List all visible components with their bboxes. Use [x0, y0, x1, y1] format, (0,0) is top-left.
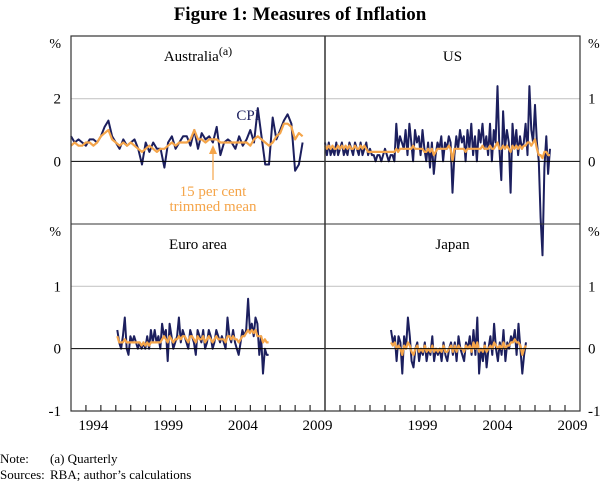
panel-bottom-left: -1 0 1% Euro area 1994 1999 2004 2009	[49, 225, 333, 434]
title-superscript: (a)	[219, 44, 232, 58]
trimmed-mean-label: 15 per cent	[180, 184, 247, 200]
trimmed-mean-label: trimmed mean	[169, 199, 257, 215]
figure-title: Figure 1: Measures of Inflation	[173, 4, 427, 25]
annotation-arrowhead	[209, 145, 217, 154]
y-tick-label: 0	[588, 154, 596, 170]
cpi-line	[324, 85, 551, 257]
panel-title: Japan	[435, 237, 470, 253]
sources-text: RBA; author’s calculations	[50, 467, 192, 482]
y-tick-label: 0	[588, 342, 596, 358]
x-tick-label: 2004	[483, 418, 514, 434]
panel-title: Euro area	[169, 237, 227, 253]
unit-label: %	[49, 225, 61, 240]
sources-label: Sources:	[0, 467, 45, 482]
x-tick-label: 1999	[408, 418, 438, 434]
x-tick-label: 2009	[303, 418, 333, 434]
y-tick-label: 1	[588, 279, 596, 295]
y-tick-label: 0	[54, 342, 62, 358]
y-tick-label: 2	[54, 92, 62, 108]
note-line: Note: (a) Quarterly	[0, 451, 118, 467]
y-tick-label: 1	[54, 279, 62, 295]
y-tick-label: -1	[49, 404, 62, 420]
unit-label: %	[588, 225, 600, 240]
note-label: Note:	[0, 451, 29, 466]
x-tick-label: 1999	[153, 418, 183, 434]
x-tick-label: 2004	[228, 418, 259, 434]
trimmed-mean-line	[390, 338, 527, 356]
cpi-line	[390, 316, 527, 375]
note-text: (a) Quarterly	[50, 451, 118, 466]
cpi-line	[70, 107, 304, 172]
panel-title: Australia(a)	[164, 44, 232, 65]
panel-title: US	[443, 49, 462, 65]
trimmed-mean-line	[324, 138, 550, 163]
x-tick-label: 1994	[78, 418, 109, 434]
unit-label: %	[588, 37, 600, 52]
unit-label: %	[49, 37, 61, 52]
trimmed-mean-line	[116, 328, 269, 347]
y-tick-label: -1	[588, 404, 600, 420]
trimmed-mean-line	[70, 122, 304, 153]
cpi-label: CPI	[236, 108, 259, 124]
x-tick-label: 2009	[558, 418, 588, 434]
sources-line: Sources: RBA; author’s calculations	[0, 467, 191, 483]
panel-bottom-right: -1 0 1% Japan 1999 2004 2009	[325, 225, 600, 434]
panel-top-right: 0 1% US	[324, 37, 600, 257]
y-tick-label: 1	[588, 92, 596, 108]
y-tick-label: 0	[54, 154, 62, 170]
